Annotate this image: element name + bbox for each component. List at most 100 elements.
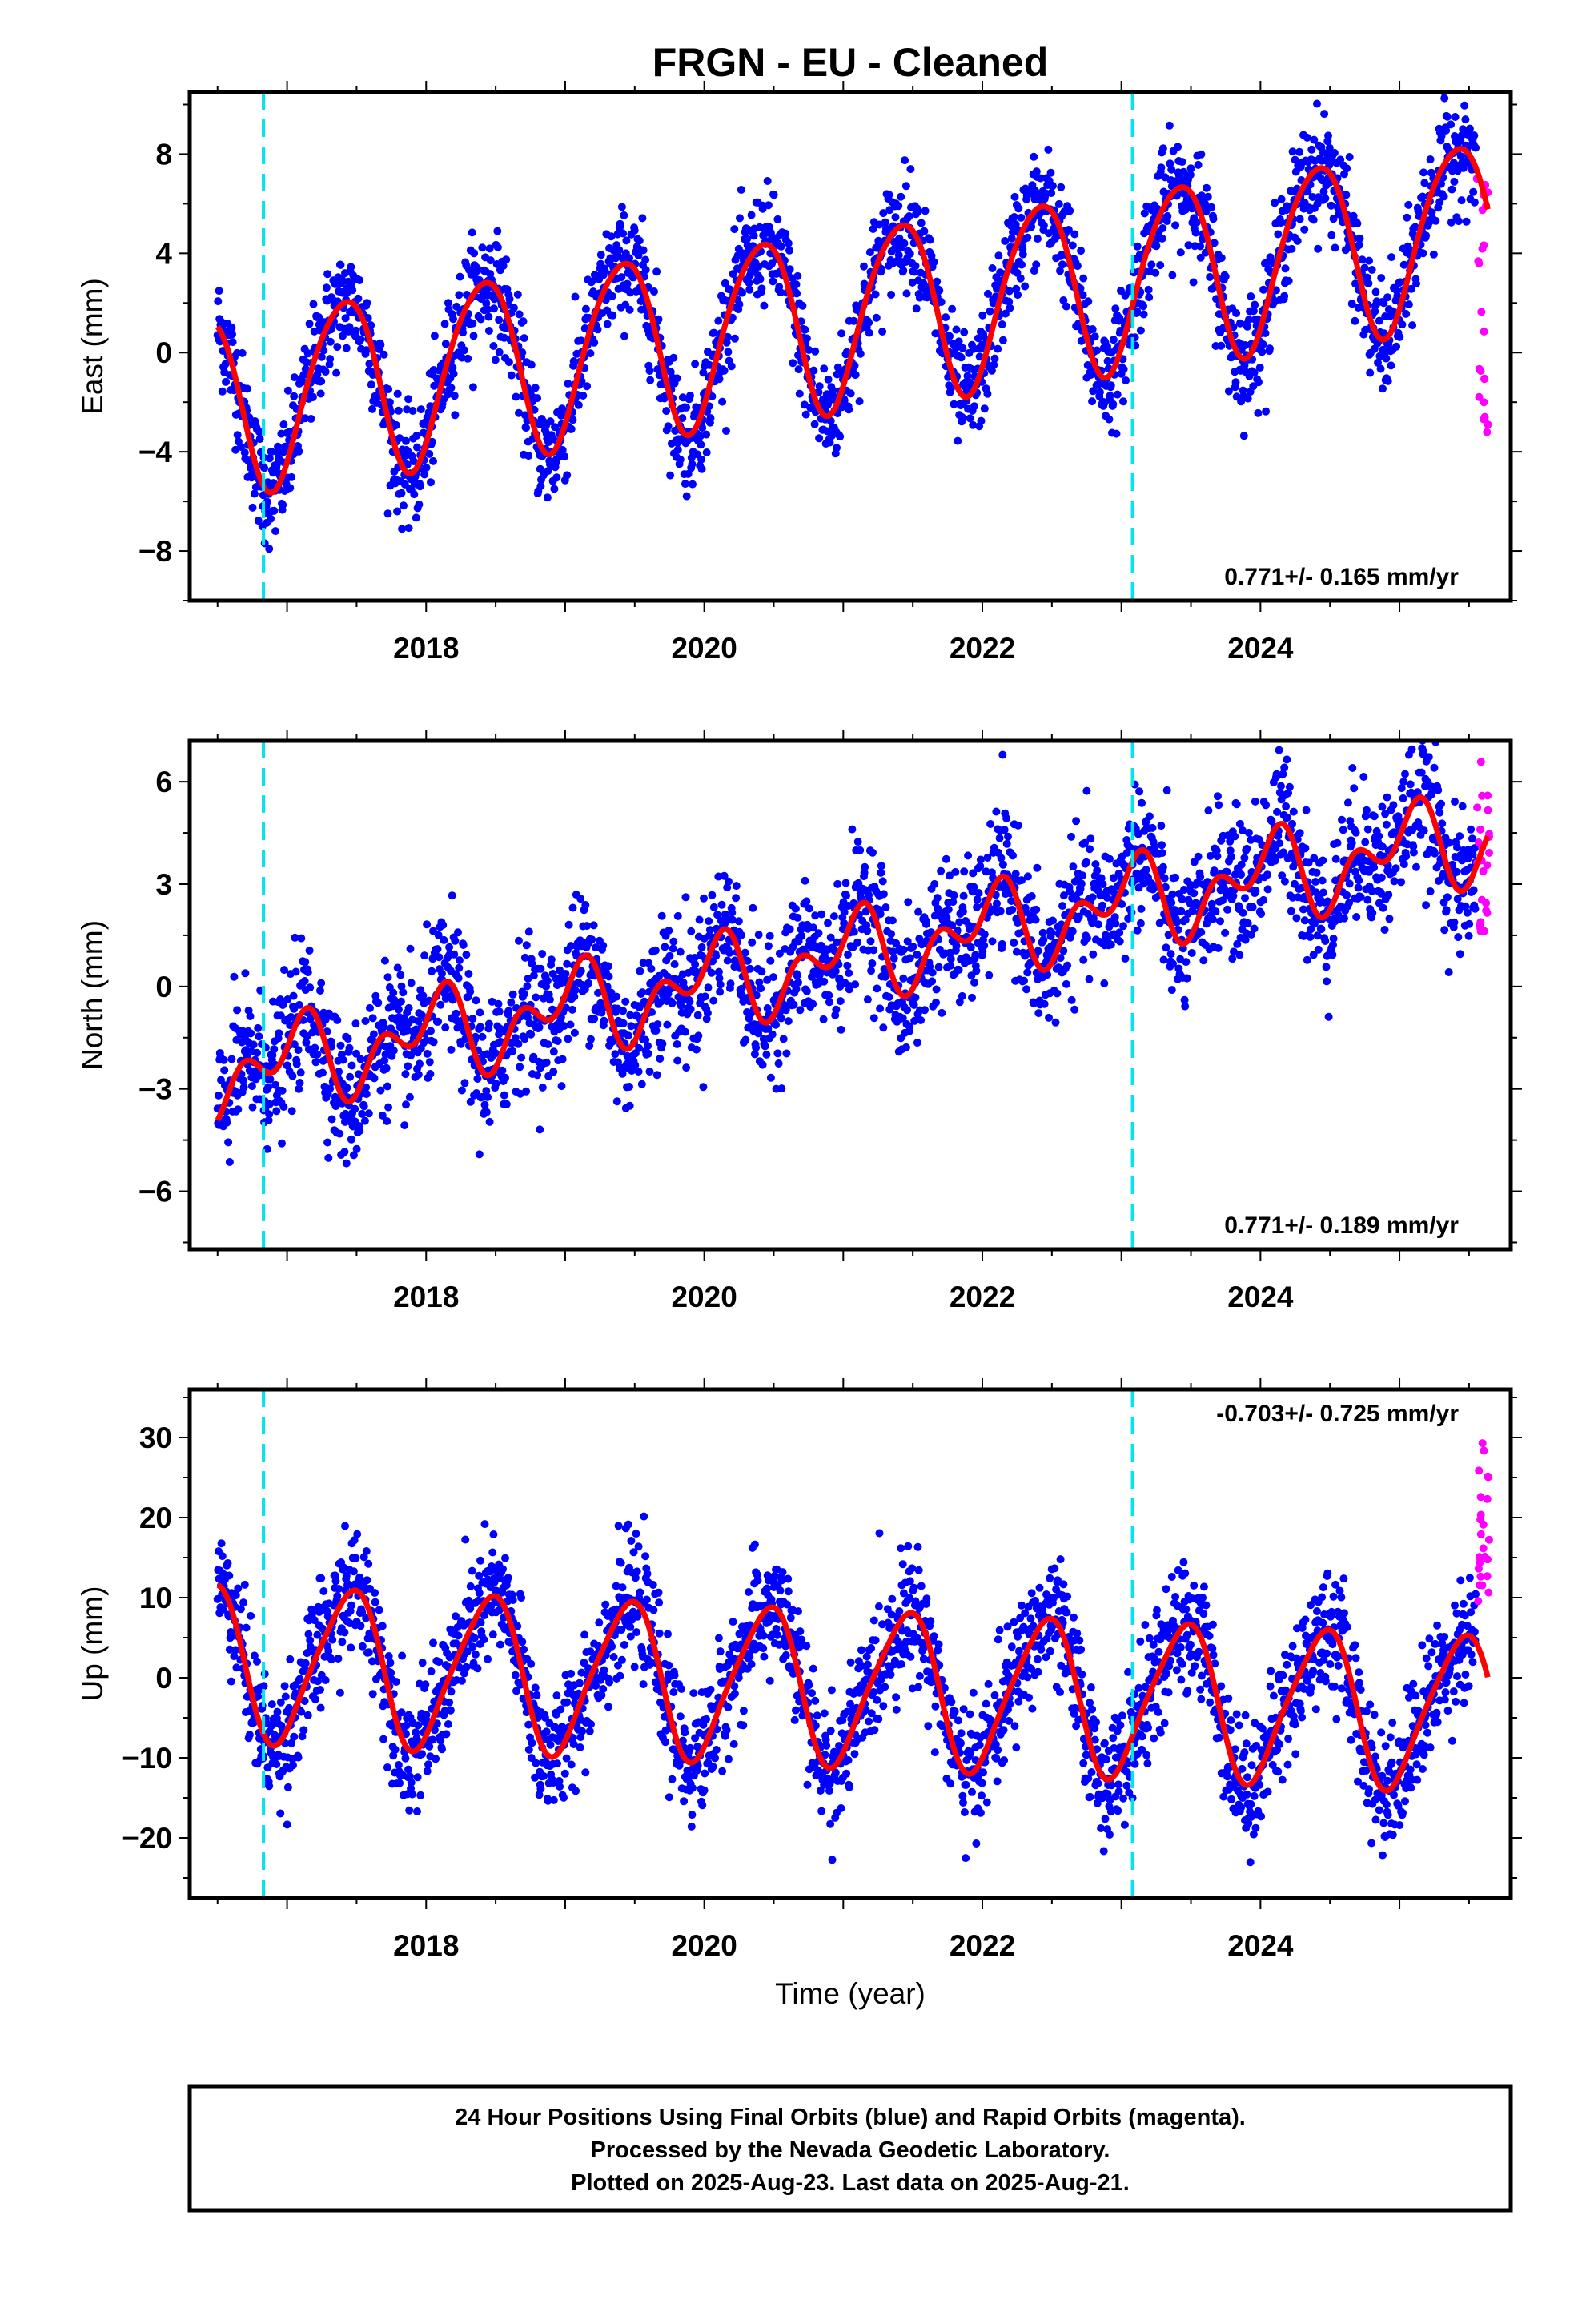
east-final-point [1088, 325, 1097, 333]
north-final-point [429, 1038, 438, 1047]
east-final-point [747, 211, 756, 219]
north-final-point [246, 1012, 255, 1020]
north-final-point [594, 988, 603, 997]
north-final-point [704, 983, 713, 992]
north-final-point [1177, 907, 1186, 915]
east-y-tick-label: 0 [155, 336, 172, 369]
east-final-point [1295, 215, 1304, 223]
east-x-tick-label: 2022 [950, 632, 1015, 665]
east-final-point [1277, 219, 1285, 227]
north-final-point [557, 1082, 566, 1091]
east-final-point [576, 336, 585, 345]
north-final-point [1211, 907, 1220, 916]
east-final-point [978, 311, 987, 320]
east-final-point [1411, 223, 1419, 231]
north-final-point [1133, 926, 1142, 935]
east-final-point [1140, 209, 1149, 218]
north-final-point [484, 1019, 493, 1028]
east-final-point [444, 299, 452, 308]
east-final-point [1345, 153, 1354, 161]
north-final-point [832, 1005, 841, 1014]
east-final-point [885, 191, 893, 199]
north-final-point [673, 1040, 681, 1048]
north-final-point [455, 956, 464, 965]
north-final-point [950, 891, 958, 899]
east-final-point [1431, 216, 1440, 225]
east-final-point [1379, 299, 1388, 308]
north-final-point [361, 1017, 370, 1025]
north-final-point [701, 992, 709, 1001]
east-final-point [1457, 196, 1466, 205]
north-final-point [992, 807, 1001, 816]
east-final-point [926, 235, 934, 244]
east-final-point [954, 436, 962, 445]
north-final-point [1317, 925, 1326, 934]
north-final-point [1115, 928, 1124, 937]
north-final-point [1319, 888, 1327, 897]
north-final-point [1142, 866, 1150, 875]
east-final-point [317, 377, 326, 385]
north-final-point [253, 1048, 261, 1057]
east-final-point [550, 485, 559, 493]
east-final-point [1404, 200, 1413, 209]
north-final-point [508, 990, 517, 999]
east-final-point [221, 360, 230, 368]
east-final-point [1048, 182, 1057, 190]
east-final-point [449, 315, 457, 324]
north-final-point [754, 931, 763, 939]
north-final-point [468, 1015, 477, 1023]
east-final-point [825, 438, 834, 447]
east-final-point [630, 226, 639, 235]
north-final-point [949, 898, 958, 907]
east-final-point [980, 404, 989, 413]
east-final-point [850, 361, 859, 370]
east-final-point [499, 262, 508, 270]
east-final-point [430, 332, 439, 340]
north-final-point [1285, 782, 1294, 791]
east-final-point [428, 437, 436, 446]
north-final-point [1026, 959, 1034, 967]
north-final-point [230, 972, 239, 981]
north-final-point [351, 1104, 359, 1113]
east-final-point [408, 407, 417, 415]
east-final-point [682, 403, 691, 412]
east-final-point [1303, 133, 1311, 142]
north-final-point [1263, 885, 1272, 894]
north-final-point [996, 907, 1005, 915]
east-final-point [593, 325, 602, 334]
east-final-point [1271, 286, 1280, 295]
north-final-point [383, 973, 392, 982]
north-final-point [1162, 786, 1171, 794]
north-final-point [1287, 907, 1295, 915]
east-final-point [666, 368, 675, 376]
east-final-point [321, 368, 330, 376]
north-final-point [264, 1083, 272, 1092]
north-final-point [761, 1042, 769, 1051]
east-final-point [1044, 145, 1053, 154]
north-final-point [631, 1061, 640, 1070]
north-final-point [898, 1014, 907, 1023]
north-final-point [998, 860, 1007, 869]
east-final-point [1472, 143, 1480, 152]
east-final-point [455, 291, 464, 300]
north-final-point [382, 1063, 391, 1072]
east-final-point [1243, 394, 1252, 403]
east-final-point [1186, 164, 1195, 173]
north-final-point [1063, 961, 1072, 970]
east-final-point [1454, 217, 1463, 226]
east-final-point [1224, 387, 1233, 396]
north-final-point [416, 1059, 424, 1068]
north-final-point [504, 1007, 513, 1015]
east-final-point [793, 271, 802, 280]
east-final-point [845, 405, 853, 414]
east-final-point [815, 434, 824, 443]
east-final-point [468, 228, 476, 237]
north-final-point [998, 750, 1007, 759]
north-final-point [1089, 915, 1098, 923]
east-final-point [737, 186, 745, 194]
east-final-point [1240, 361, 1249, 370]
east-final-point [1232, 309, 1241, 317]
north-final-point [879, 1023, 888, 1032]
east-x-tick-label: 2024 [1227, 632, 1294, 665]
east-final-point [1470, 131, 1479, 140]
